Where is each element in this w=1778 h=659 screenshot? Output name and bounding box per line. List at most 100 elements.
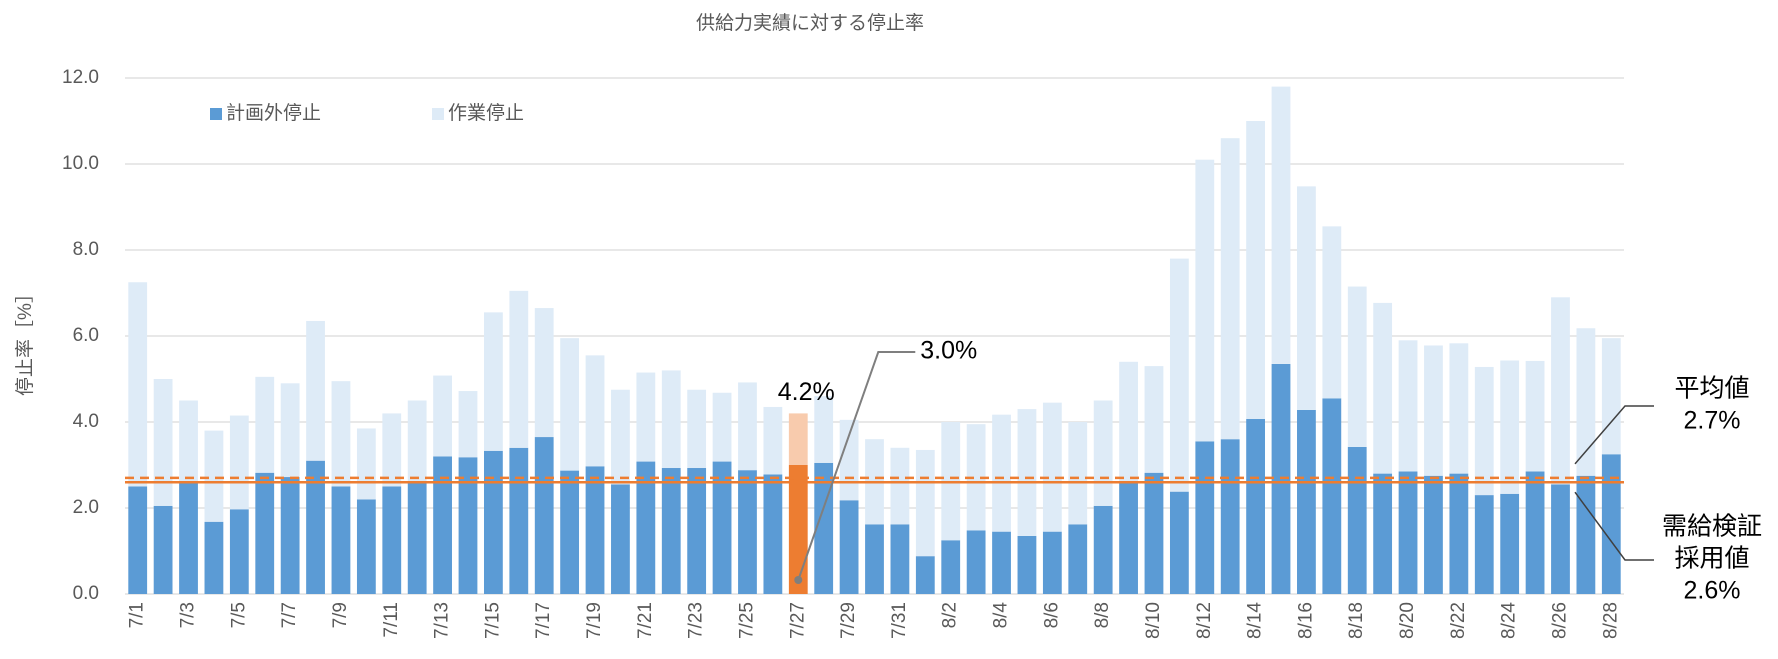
legend-swatch [432,108,444,120]
annotation-label: 4.2% [778,378,835,406]
bar-segment [153,505,173,594]
bar-segment [966,424,986,531]
bar-segment [738,382,757,471]
x-tick-label: 7/15 [482,602,503,639]
bar-segment [585,466,605,594]
x-tick-label: 8/16 [1295,602,1316,639]
bar-segment [306,460,325,594]
bar-segment [890,447,910,525]
bar-segment [1220,138,1240,440]
bar-segment [992,414,1011,532]
bar-segment [1601,454,1621,594]
bar-segment [229,509,249,594]
bar-segment [1525,360,1545,472]
bar-segment [1144,472,1164,594]
bar-segment [1093,400,1113,506]
reference-value-label: 2.7% [1684,407,1741,435]
bar-segment [1119,361,1138,483]
x-tick-label: 8/24 [1499,602,1520,639]
x-tick-label: 7/27 [787,602,808,639]
bar-segment [458,391,478,458]
reference-value-label: 2.6% [1684,577,1741,605]
bar-segment [915,449,935,557]
bar-segment [636,372,656,462]
x-tick-label: 7/7 [279,602,300,628]
bar-segment [382,486,402,594]
bar-segment [1373,302,1393,474]
bar-segment [1322,226,1342,399]
x-tick-label: 8/4 [991,602,1012,629]
bar-segment [534,308,554,438]
chart-title: 供給力実績に対する停止率 [696,12,924,34]
bar-segment [1449,343,1469,474]
y-tick-label: 2.0 [73,497,99,518]
bar-segment [433,456,452,594]
bar-segment [204,430,224,522]
bar-segment [865,524,884,594]
bar-segment [1271,86,1291,364]
x-tick-label: 7/21 [635,602,656,639]
bar-segment [1500,360,1520,494]
x-tick-label: 7/3 [178,602,199,628]
annotation-leader [797,351,916,581]
bar-segment [1144,366,1164,473]
bar-segment [1424,475,1443,594]
y-tick-label: 0.0 [73,583,99,604]
bar-segment [255,376,275,473]
reference-name: 需給検証 [1662,513,1762,541]
x-tick-label: 8/22 [1448,602,1469,639]
x-tick-label: 8/2 [940,602,961,628]
x-tick-label: 7/11 [381,602,402,638]
legend-label: 計画外停止 [226,102,321,124]
annotation-label: 3.0% [920,337,977,365]
bar-segment [1525,471,1545,594]
bar-segment [687,389,707,469]
bar-segment [1297,409,1316,594]
bar-segment [585,355,605,467]
bar-segment [712,461,732,594]
bar-segment [1169,258,1189,492]
bar-segment [636,461,656,594]
bar-segment [204,521,224,594]
bar-segment [992,531,1011,594]
x-tick-label: 7/31 [889,602,910,639]
x-tick-label: 7/23 [686,602,707,639]
bar-segment [1246,121,1266,419]
bar-segment [661,468,681,594]
bar-segment [1576,475,1596,594]
x-tick-label: 7/13 [432,602,453,639]
annotation-dot [794,576,803,584]
bar-segment [1449,473,1469,594]
bar-segment [229,415,249,510]
bar-segment [356,428,376,500]
legend-label: 作業停止 [448,102,524,124]
bar-segment [255,472,275,594]
bar-segment [433,375,452,457]
bar-segment [1398,340,1418,472]
x-tick-label: 8/14 [1245,602,1266,639]
bar-segment [153,379,173,506]
bar-segment [788,413,808,465]
bar-segment [1398,471,1418,594]
bar-segment [839,419,859,501]
x-tick-label: 8/20 [1397,602,1418,639]
x-tick-label: 8/6 [1041,602,1062,628]
bar-segment [1297,186,1316,410]
x-tick-label: 8/10 [1143,602,1164,639]
bar-segment [763,406,783,475]
bar-segment [1068,524,1088,594]
bar-segment [331,486,351,594]
bar-segment [280,477,300,594]
bar-segment [1017,409,1037,536]
bar-segment [407,482,427,594]
bar-segment [1424,345,1443,476]
bar-segment [1195,441,1215,594]
bar-segment [890,524,910,594]
bar-segment [1500,493,1520,594]
callout-line [1574,405,1654,465]
y-tick-label: 12.0 [62,67,99,88]
bar-segment [458,457,478,594]
bar-segment [611,484,630,594]
bar-segment [788,465,808,594]
x-tick-label: 7/19 [584,602,605,639]
